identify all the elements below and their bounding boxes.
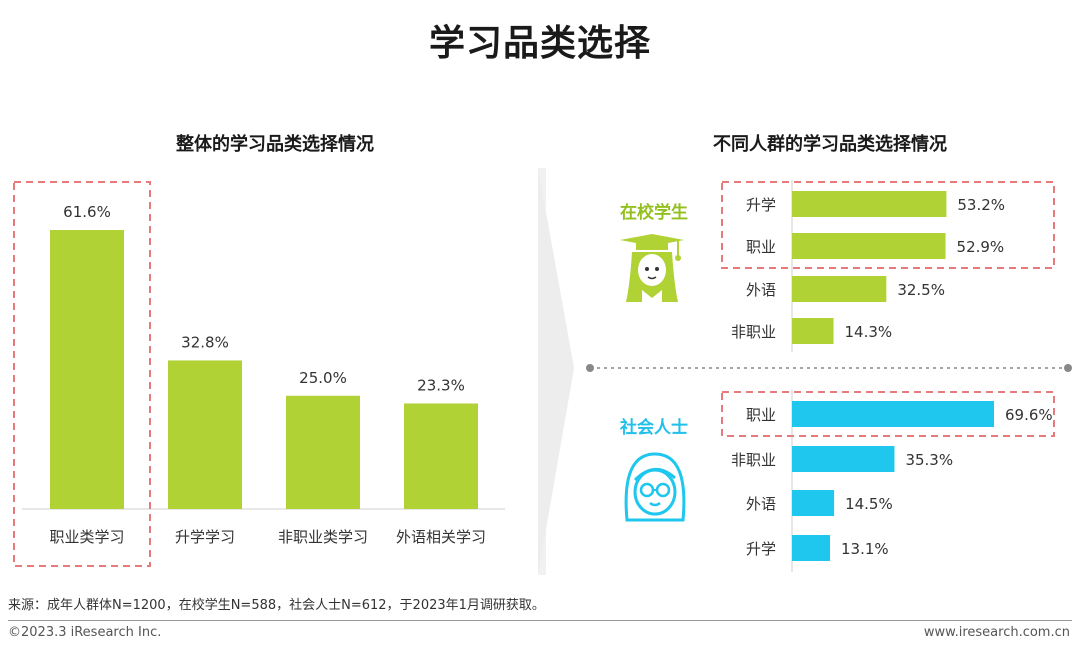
overall-bar-chart: 61.6% 职业类学习 32.8% 升学学习 25.0% 非职业类学习 23.3% 外语相关学… (13, 181, 505, 567)
source-note: 来源：成年人群体N=1200，在校学生N=588，社会人士N=612，于2023… (8, 598, 545, 613)
separator-arrow-shade (538, 168, 574, 575)
bar (792, 401, 994, 427)
group-label-professional: 社会人士 (619, 417, 688, 438)
bar (792, 535, 831, 561)
category-label: 非职业 (731, 451, 776, 469)
overall-chart-title: 整体的学习品类选择情况 (176, 134, 374, 155)
category-label: 职业类学习 (49, 528, 124, 546)
divider-dot-left (586, 364, 594, 372)
bar (792, 446, 895, 472)
group-label-student: 在校学生 (620, 202, 688, 223)
bar-value-label: 32.8% (181, 333, 229, 351)
category-label: 外语 (746, 495, 776, 513)
bar-value-label: 14.5% (845, 495, 893, 513)
bar-value-label: 35.3% (905, 451, 953, 469)
category-label: 职业 (746, 406, 776, 424)
bar-value-label: 13.1% (841, 540, 889, 558)
bar-value-label: 23.3% (417, 376, 465, 394)
divider-dot-right (1064, 364, 1072, 372)
bar-value-label: 32.5% (897, 281, 945, 299)
bar (404, 403, 478, 509)
bar (792, 276, 887, 302)
bar-value-label: 52.9% (957, 238, 1005, 256)
category-label: 非职业 (731, 323, 776, 341)
bar (792, 191, 947, 217)
category-label: 升学学习 (175, 528, 235, 546)
bar (792, 233, 946, 259)
graduate-student-icon (620, 234, 684, 302)
group-bar-chart: 53.2% 升学 52.9% 职业 32.5% 外语 14.3% 非职业 69.6% 职业 35.3… (721, 180, 1055, 572)
bar (168, 360, 242, 509)
website-link[interactable]: www.iresearch.com.cn (923, 625, 1070, 640)
category-label: 职业 (746, 238, 776, 256)
copyright: ©2023.3 iResearch Inc. (8, 625, 162, 640)
bar (50, 230, 124, 509)
category-label: 升学 (746, 196, 776, 214)
category-label: 外语相关学习 (396, 528, 486, 546)
bar (286, 395, 360, 509)
highlight-box (13, 181, 151, 567)
bar-value-label: 14.3% (845, 323, 893, 341)
chart-canvas: 在校学生 社会人士 61.6% 职业类学习 32.8% 升学学习 25.0% 非职业类学习… (13, 168, 1072, 575)
highlight-box (721, 181, 1055, 269)
category-label: 外语 (746, 281, 776, 299)
bar-value-label: 25.0% (299, 369, 347, 387)
bar (792, 490, 835, 516)
highlight-box (721, 391, 1055, 437)
group-chart-title: 不同人群的学习品类选择情况 (713, 134, 947, 155)
page-title: 学习品类选择 (428, 23, 651, 64)
category-label: 升学 (746, 540, 776, 558)
bar-value-label: 53.2% (957, 196, 1005, 214)
footer-divider (8, 620, 1072, 621)
bar-value-label: 61.6% (63, 203, 111, 221)
bar (792, 318, 834, 344)
bar-value-label: 69.6% (1005, 406, 1053, 424)
category-label: 非职业类学习 (278, 528, 368, 546)
professional-woman-icon (624, 452, 686, 522)
